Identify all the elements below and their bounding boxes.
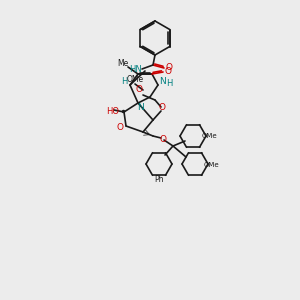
Text: O: O (116, 124, 124, 133)
Text: H: H (121, 77, 127, 86)
Text: HO: HO (106, 106, 119, 116)
Text: O: O (166, 64, 172, 73)
Text: O: O (164, 68, 172, 76)
Text: N: N (160, 76, 167, 85)
Text: Ph: Ph (154, 176, 164, 184)
Text: O: O (136, 85, 142, 94)
Text: Me: Me (117, 59, 129, 68)
Text: HN: HN (129, 64, 141, 74)
Text: OMe: OMe (201, 133, 217, 139)
Text: O: O (160, 136, 167, 145)
Text: H: H (166, 80, 172, 88)
Text: N: N (136, 103, 143, 112)
Text: OMe: OMe (203, 162, 219, 168)
Text: O: O (158, 103, 166, 112)
Text: OMe: OMe (126, 74, 144, 83)
